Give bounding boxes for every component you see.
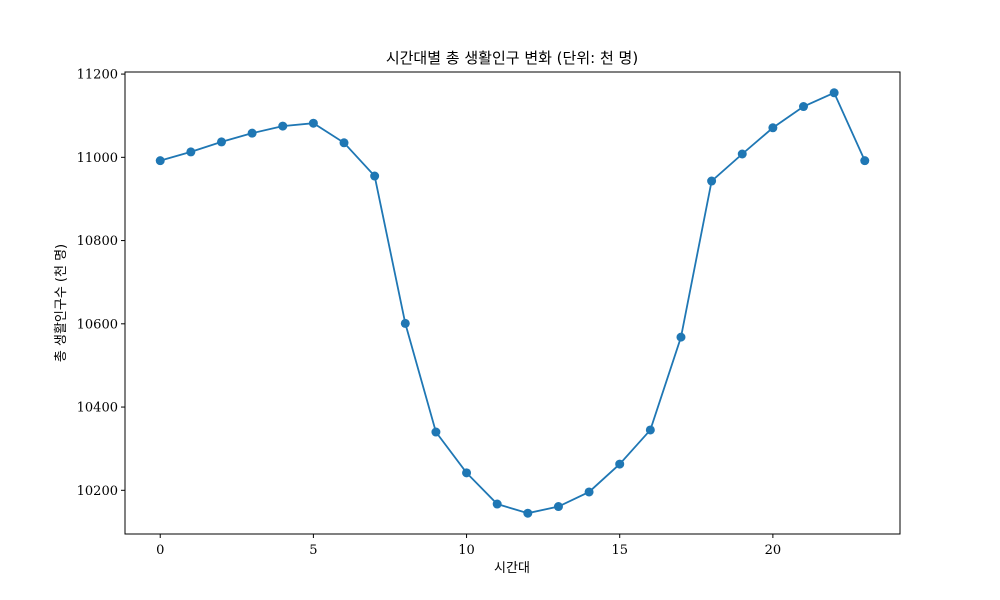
- data-point: [799, 102, 809, 112]
- data-point: [216, 137, 226, 147]
- data-point: [615, 459, 625, 469]
- data-point: [339, 138, 349, 148]
- series-layer: [155, 88, 870, 518]
- y-tick-label: 10600: [77, 317, 118, 332]
- y-tick-label: 10400: [77, 401, 118, 416]
- x-axis-label: 시간대: [494, 561, 530, 576]
- axes: 0 5 10 15 20 10200 10400 10600 10800 11000 11200: [77, 68, 782, 558]
- series-line: [159, 91, 866, 515]
- data-point: [186, 147, 196, 157]
- data-point: [707, 176, 717, 186]
- x-tick-label: 0: [156, 543, 164, 558]
- y-tick-label: 11200: [77, 68, 118, 83]
- y-tick-label: 10800: [77, 234, 118, 249]
- plot-frame: [124, 71, 901, 535]
- data-point: [737, 149, 747, 159]
- data-point: [278, 121, 288, 131]
- data-point: [462, 468, 472, 478]
- data-point: [584, 487, 594, 497]
- data-point: [155, 156, 165, 166]
- data-point: [523, 508, 533, 518]
- y-tick-label: 10200: [77, 484, 118, 499]
- x-tick-label: 5: [309, 543, 317, 558]
- x-tick-label: 15: [611, 543, 628, 558]
- data-point: [492, 499, 502, 509]
- data-point: [370, 171, 380, 181]
- y-axis-label: 총 생활인구수 (천 명): [54, 244, 69, 362]
- data-point: [676, 332, 686, 342]
- x-tick-label: 10: [458, 543, 475, 558]
- chart-title: 시간대별 총 생활인구 변화 (단위: 천 명): [386, 49, 638, 67]
- data-point: [247, 128, 257, 138]
- data-point: [308, 118, 318, 128]
- data-point: [400, 318, 410, 328]
- data-point: [768, 123, 778, 133]
- data-point: [645, 425, 655, 435]
- data-point: [553, 502, 563, 512]
- x-tick-label: 20: [765, 543, 782, 558]
- data-point: [431, 427, 441, 437]
- y-tick-label: 11000: [77, 151, 118, 166]
- data-point: [860, 156, 870, 166]
- data-point: [829, 88, 839, 98]
